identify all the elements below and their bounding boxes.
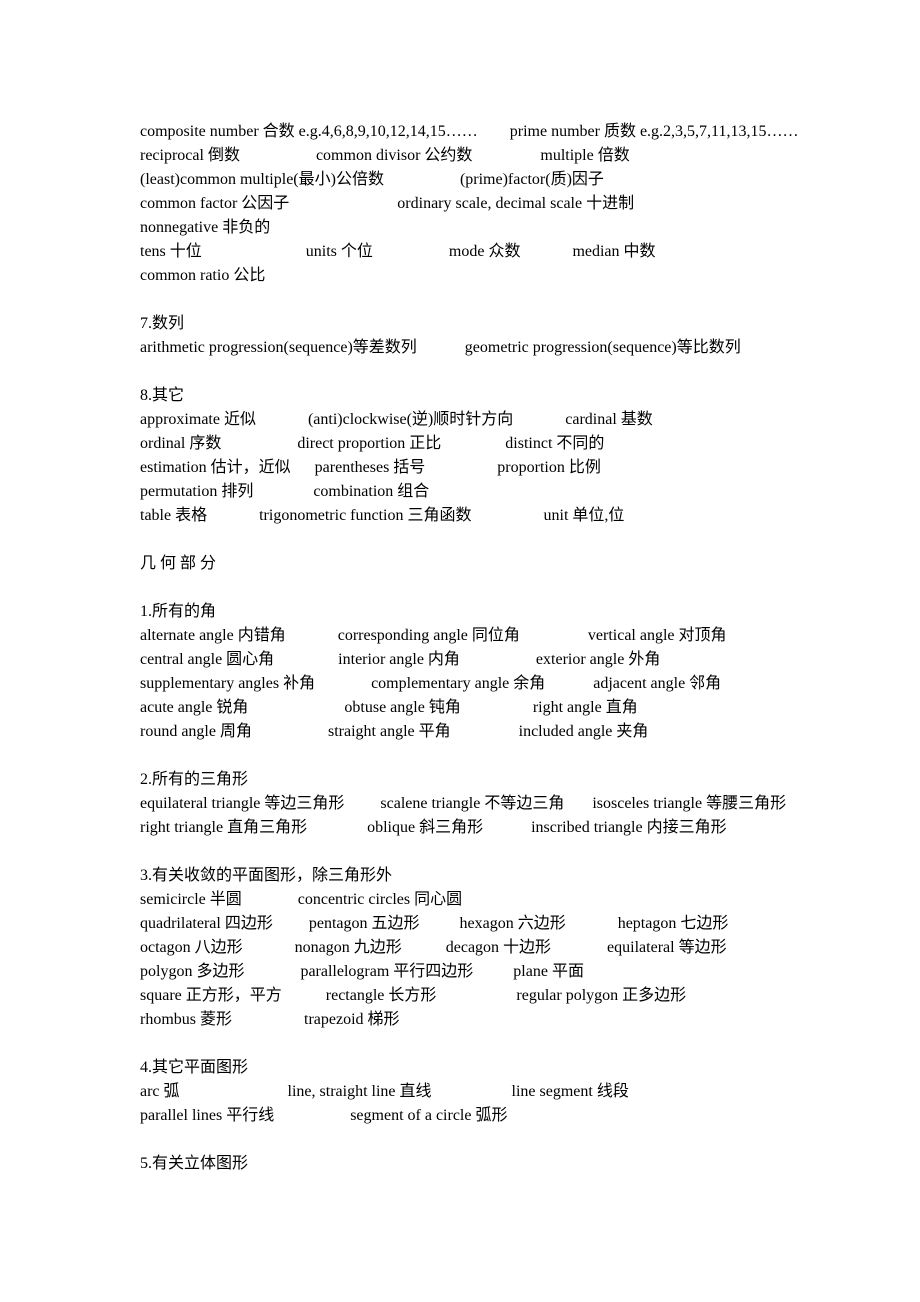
- section: 5.有关立体图形: [140, 1152, 780, 1176]
- section-heading: 1.所有的角: [140, 600, 780, 624]
- text-row: tens 十位 units 个位 mode 众数 median 中数: [140, 240, 780, 264]
- text-row: table 表格 trigonometric function 三角函数 uni…: [140, 504, 780, 528]
- text-row: rhombus 菱形 trapezoid 梯形: [140, 1008, 780, 1032]
- section: 2.所有的三角形equilateral triangle 等边三角形 scale…: [140, 768, 780, 840]
- text-row: polygon 多边形 parallelogram 平行四边形 plane 平面: [140, 960, 780, 984]
- text-row: acute angle 锐角 obtuse angle 钝角 right ang…: [140, 696, 780, 720]
- text-row: permutation 排列 combination 组合: [140, 480, 780, 504]
- text-row: parallel lines 平行线 segment of a circle 弧…: [140, 1104, 780, 1128]
- document-body: composite number 合数 e.g.4,6,8,9,10,12,14…: [140, 120, 780, 1176]
- section-heading: 3.有关收敛的平面图形，除三角形外: [140, 864, 780, 888]
- section: 几 何 部 分: [140, 552, 780, 576]
- section-heading: 几 何 部 分: [140, 552, 780, 576]
- section: composite number 合数 e.g.4,6,8,9,10,12,14…: [140, 120, 780, 288]
- text-row: octagon 八边形 nonagon 九边形 decagon 十边形 equi…: [140, 936, 780, 960]
- text-row: ordinal 序数 direct proportion 正比 distinct…: [140, 432, 780, 456]
- text-row: right triangle 直角三角形 oblique 斜三角形 inscri…: [140, 816, 780, 840]
- text-row: quadrilateral 四边形 pentagon 五边形 hexagon 六…: [140, 912, 780, 936]
- text-row: arithmetic progression(sequence)等差数列 geo…: [140, 336, 780, 360]
- section-heading: 4.其它平面图形: [140, 1056, 780, 1080]
- text-row: semicircle 半圆 concentric circles 同心圆: [140, 888, 780, 912]
- text-row: approximate 近似 (anti)clockwise(逆)顺时针方向 c…: [140, 408, 780, 432]
- text-row: common factor 公因子 ordinary scale, decima…: [140, 192, 780, 216]
- section: 1.所有的角alternate angle 内错角 corresponding …: [140, 600, 780, 744]
- section-heading: 8.其它: [140, 384, 780, 408]
- text-row: supplementary angles 补角 complementary an…: [140, 672, 780, 696]
- text-row: central angle 圆心角 interior angle 内角 exte…: [140, 648, 780, 672]
- section-heading: 7.数列: [140, 312, 780, 336]
- text-row: composite number 合数 e.g.4,6,8,9,10,12,14…: [140, 120, 780, 144]
- text-row: square 正方形，平方 rectangle 长方形 regular poly…: [140, 984, 780, 1008]
- text-row: nonnegative 非负的: [140, 216, 780, 240]
- text-row: (least)common multiple(最小)公倍数 (prime)fac…: [140, 168, 780, 192]
- text-row: equilateral triangle 等边三角形 scalene trian…: [140, 792, 780, 816]
- section: 7.数列arithmetic progression(sequence)等差数列…: [140, 312, 780, 360]
- section: 3.有关收敛的平面图形，除三角形外semicircle 半圆 concentri…: [140, 864, 780, 1032]
- text-row: estimation 估计，近似 parentheses 括号 proporti…: [140, 456, 780, 480]
- text-row: round angle 周角 straight angle 平角 include…: [140, 720, 780, 744]
- text-row: alternate angle 内错角 corresponding angle …: [140, 624, 780, 648]
- text-row: reciprocal 倒数 common divisor 公约数 multipl…: [140, 144, 780, 168]
- section-heading: 2.所有的三角形: [140, 768, 780, 792]
- section: 8.其它approximate 近似 (anti)clockwise(逆)顺时针…: [140, 384, 780, 528]
- section-heading: 5.有关立体图形: [140, 1152, 780, 1176]
- text-row: arc 弧 line, straight line 直线 line segmen…: [140, 1080, 780, 1104]
- section: 4.其它平面图形arc 弧 line, straight line 直线 lin…: [140, 1056, 780, 1128]
- text-row: common ratio 公比: [140, 264, 780, 288]
